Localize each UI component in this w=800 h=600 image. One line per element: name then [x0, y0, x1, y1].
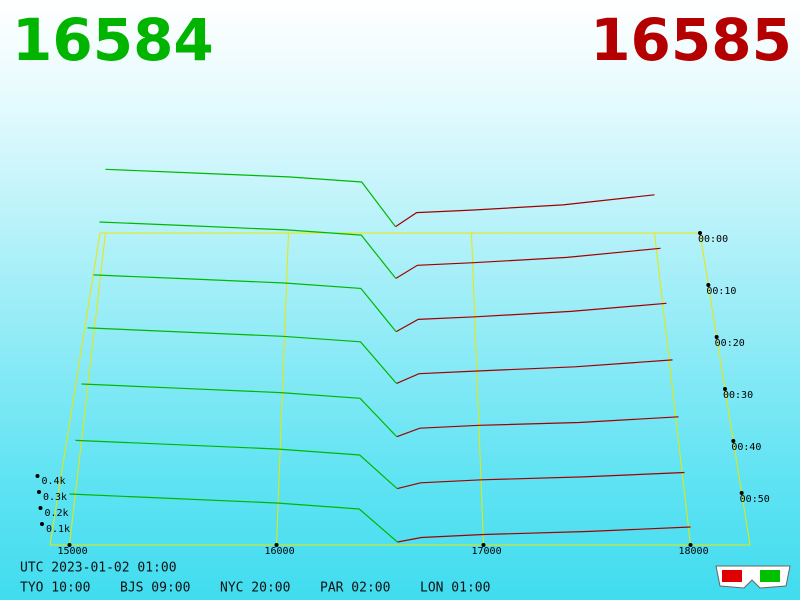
ask-depth-line: [395, 247, 661, 279]
price-tick-label: 17000: [472, 546, 502, 557]
price-grid-line: [654, 232, 691, 546]
time-tick: [739, 491, 744, 495]
time-tick-label: 00:00: [698, 234, 728, 245]
ask-depth-line: [395, 194, 655, 228]
ask-price: 16585: [590, 6, 792, 74]
volume-tick: [37, 490, 41, 494]
time-tick: [731, 439, 736, 443]
ask-depth-line: [395, 302, 667, 333]
bid-depth-line: [81, 383, 398, 438]
price-tick-label: 15000: [58, 546, 88, 557]
bid-depth-line: [75, 439, 398, 490]
zone-time: TYO 10:00: [20, 581, 90, 596]
price-tick-label: 18000: [679, 546, 709, 557]
price-tick: [67, 543, 72, 547]
price-tick: [481, 543, 486, 547]
zone-time: NYC 20:00: [220, 581, 290, 596]
ask-depth-line: [397, 526, 691, 543]
price-tick: [688, 543, 693, 547]
price-grid-line: [471, 232, 484, 546]
time-tick-label: 00:40: [731, 442, 761, 453]
zone-time: PAR 02:00: [320, 581, 390, 596]
price-tick-label: 16000: [265, 546, 295, 557]
utc-time: UTC 2023-01-02 01:00: [20, 561, 177, 576]
glasses-icon: [715, 565, 791, 589]
time-tick-label: 00:20: [715, 338, 745, 349]
time-tick-label: 00:10: [706, 286, 736, 297]
time-tick: [698, 231, 702, 235]
volume-tick: [40, 522, 44, 526]
time-tick: [714, 335, 719, 339]
volume-tick-label: 0.1k: [46, 524, 70, 535]
bid-depth-line: [69, 493, 398, 543]
zone-time: LON 01:00: [420, 581, 490, 596]
zone-time: BJS 09:00: [120, 581, 190, 596]
bid-depth-line: [99, 221, 397, 279]
volume-tick-label: 0.3k: [43, 492, 67, 503]
floor-edge: [49, 232, 101, 546]
bid-depth-line: [105, 168, 396, 227]
time-tick-label: 00:30: [723, 390, 753, 401]
price-tick: [274, 543, 279, 547]
ask-depth-line: [396, 416, 679, 438]
volume-tick-label: 0.4k: [42, 476, 66, 487]
time-tick-label: 00:50: [740, 494, 770, 505]
price-grid-line: [69, 232, 106, 546]
time-tick: [706, 283, 711, 287]
price-grid-line: [276, 232, 289, 546]
volume-tick-label: 0.2k: [45, 508, 69, 519]
volume-tick: [38, 506, 43, 510]
bid-depth-line: [93, 274, 397, 332]
volume-tick: [35, 474, 40, 478]
bid-price: 16584: [12, 6, 214, 74]
time-tick: [723, 387, 727, 391]
ask-depth-line: [396, 359, 673, 384]
bid-depth-line: [87, 327, 397, 384]
ask-depth-line: [397, 471, 685, 490]
